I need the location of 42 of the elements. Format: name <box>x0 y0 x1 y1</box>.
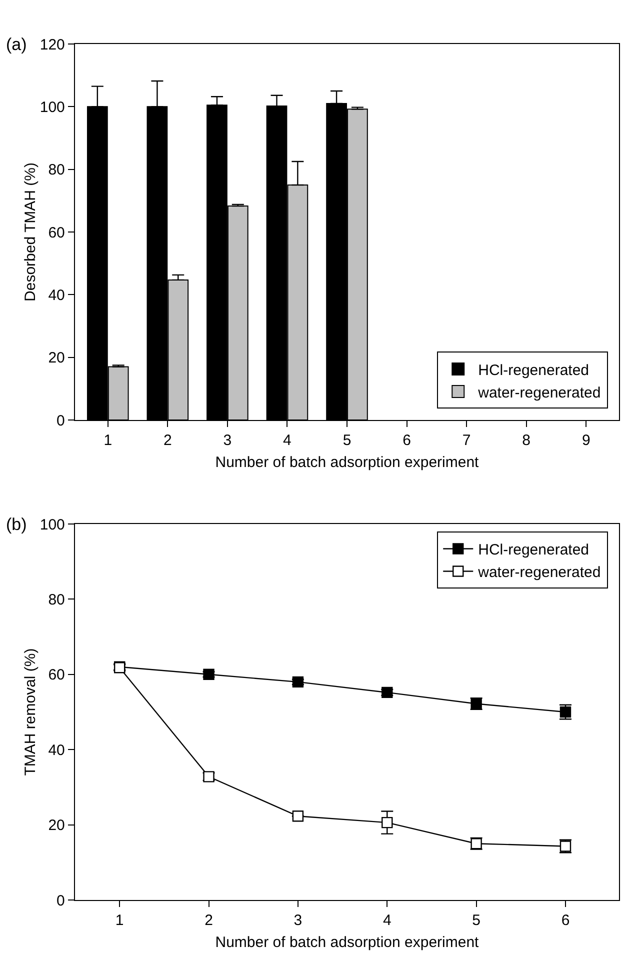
x-tick-label: 1 <box>104 432 112 450</box>
y-tick-label: 0 <box>56 412 65 430</box>
text: (b) <box>6 515 27 534</box>
text: (a) <box>6 35 27 54</box>
y-tick-label: 60 <box>48 666 65 684</box>
x-tick-label: 1 <box>115 912 124 930</box>
x-tick-label: 2 <box>163 432 172 450</box>
point <box>292 676 304 688</box>
y-tick-label: 100 <box>40 516 65 534</box>
x-tick-label: 8 <box>522 432 531 450</box>
point <box>382 816 393 828</box>
point <box>292 810 304 822</box>
legend-label: HCl-regenerated <box>478 362 590 379</box>
y-tick-label: 100 <box>40 98 65 116</box>
x-tick-label: 4 <box>283 432 292 450</box>
x-tick-label: 2 <box>204 912 213 930</box>
y-tick-label: 20 <box>48 350 65 367</box>
y-axis-title: Desorbed TMAH (%) <box>22 162 39 302</box>
y-tick-label: 20 <box>48 817 65 834</box>
y-tick-label: 0 <box>56 892 65 910</box>
legend-label: HCl-regenerated <box>478 542 590 559</box>
x-tick-label: 3 <box>294 912 302 930</box>
x-tick-label: 5 <box>472 912 480 930</box>
y-tick-label: 60 <box>48 224 65 242</box>
y-tick-label: 120 <box>40 36 65 54</box>
x-axis-title: Number of batch adsorption experiment <box>215 454 480 472</box>
y-tick-label: 80 <box>48 162 65 179</box>
x-tick-label: 5 <box>342 432 352 450</box>
x-tick-label: 9 <box>582 432 590 450</box>
y-tick-label: 80 <box>48 591 65 608</box>
x-tick-label: 7 <box>462 432 471 450</box>
legend-label: water-regenerated <box>477 564 601 582</box>
x-tick-label: 3 <box>223 432 232 450</box>
y-tick-label: 40 <box>48 286 65 304</box>
x-tick-label: 6 <box>402 432 411 450</box>
y-axis-title: TMAH removal (%) <box>22 648 39 776</box>
point <box>203 668 214 680</box>
x-tick-label: 4 <box>382 912 392 930</box>
x-tick-label: 6 <box>561 912 570 930</box>
x-axis-title: Number of batch adsorption experiment <box>215 934 480 952</box>
y-tick-label: 40 <box>48 742 65 759</box>
legend-label: water-regenerated <box>477 384 601 402</box>
